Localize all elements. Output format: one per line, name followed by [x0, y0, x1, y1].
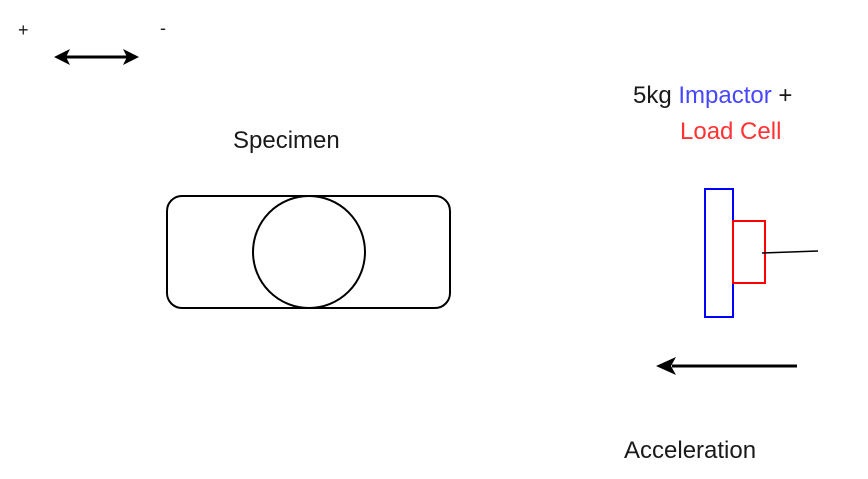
impactor-mass-text: 5kg — [633, 82, 672, 109]
impactor-label: 5kg Impactor + — [633, 82, 792, 110]
impactor-plus-text: + — [778, 82, 793, 109]
load-cell-box — [732, 220, 766, 284]
impactor-rod — [761, 250, 819, 254]
specimen-label: Specimen — [233, 127, 340, 154]
impactor-name-text: Impactor — [678, 82, 772, 109]
specimen-body — [166, 195, 451, 309]
impactor-plate — [704, 188, 734, 318]
acceleration-label: Acceleration — [624, 437, 757, 464]
plus-sign: + — [18, 20, 29, 40]
specimen-shape — [166, 195, 451, 309]
double-arrow-icon — [54, 49, 139, 65]
acceleration-arrow-icon — [656, 357, 797, 375]
specimen-circle — [252, 195, 366, 309]
minus-sign: - — [160, 18, 166, 38]
load-cell-label: Load Cell — [680, 118, 782, 145]
